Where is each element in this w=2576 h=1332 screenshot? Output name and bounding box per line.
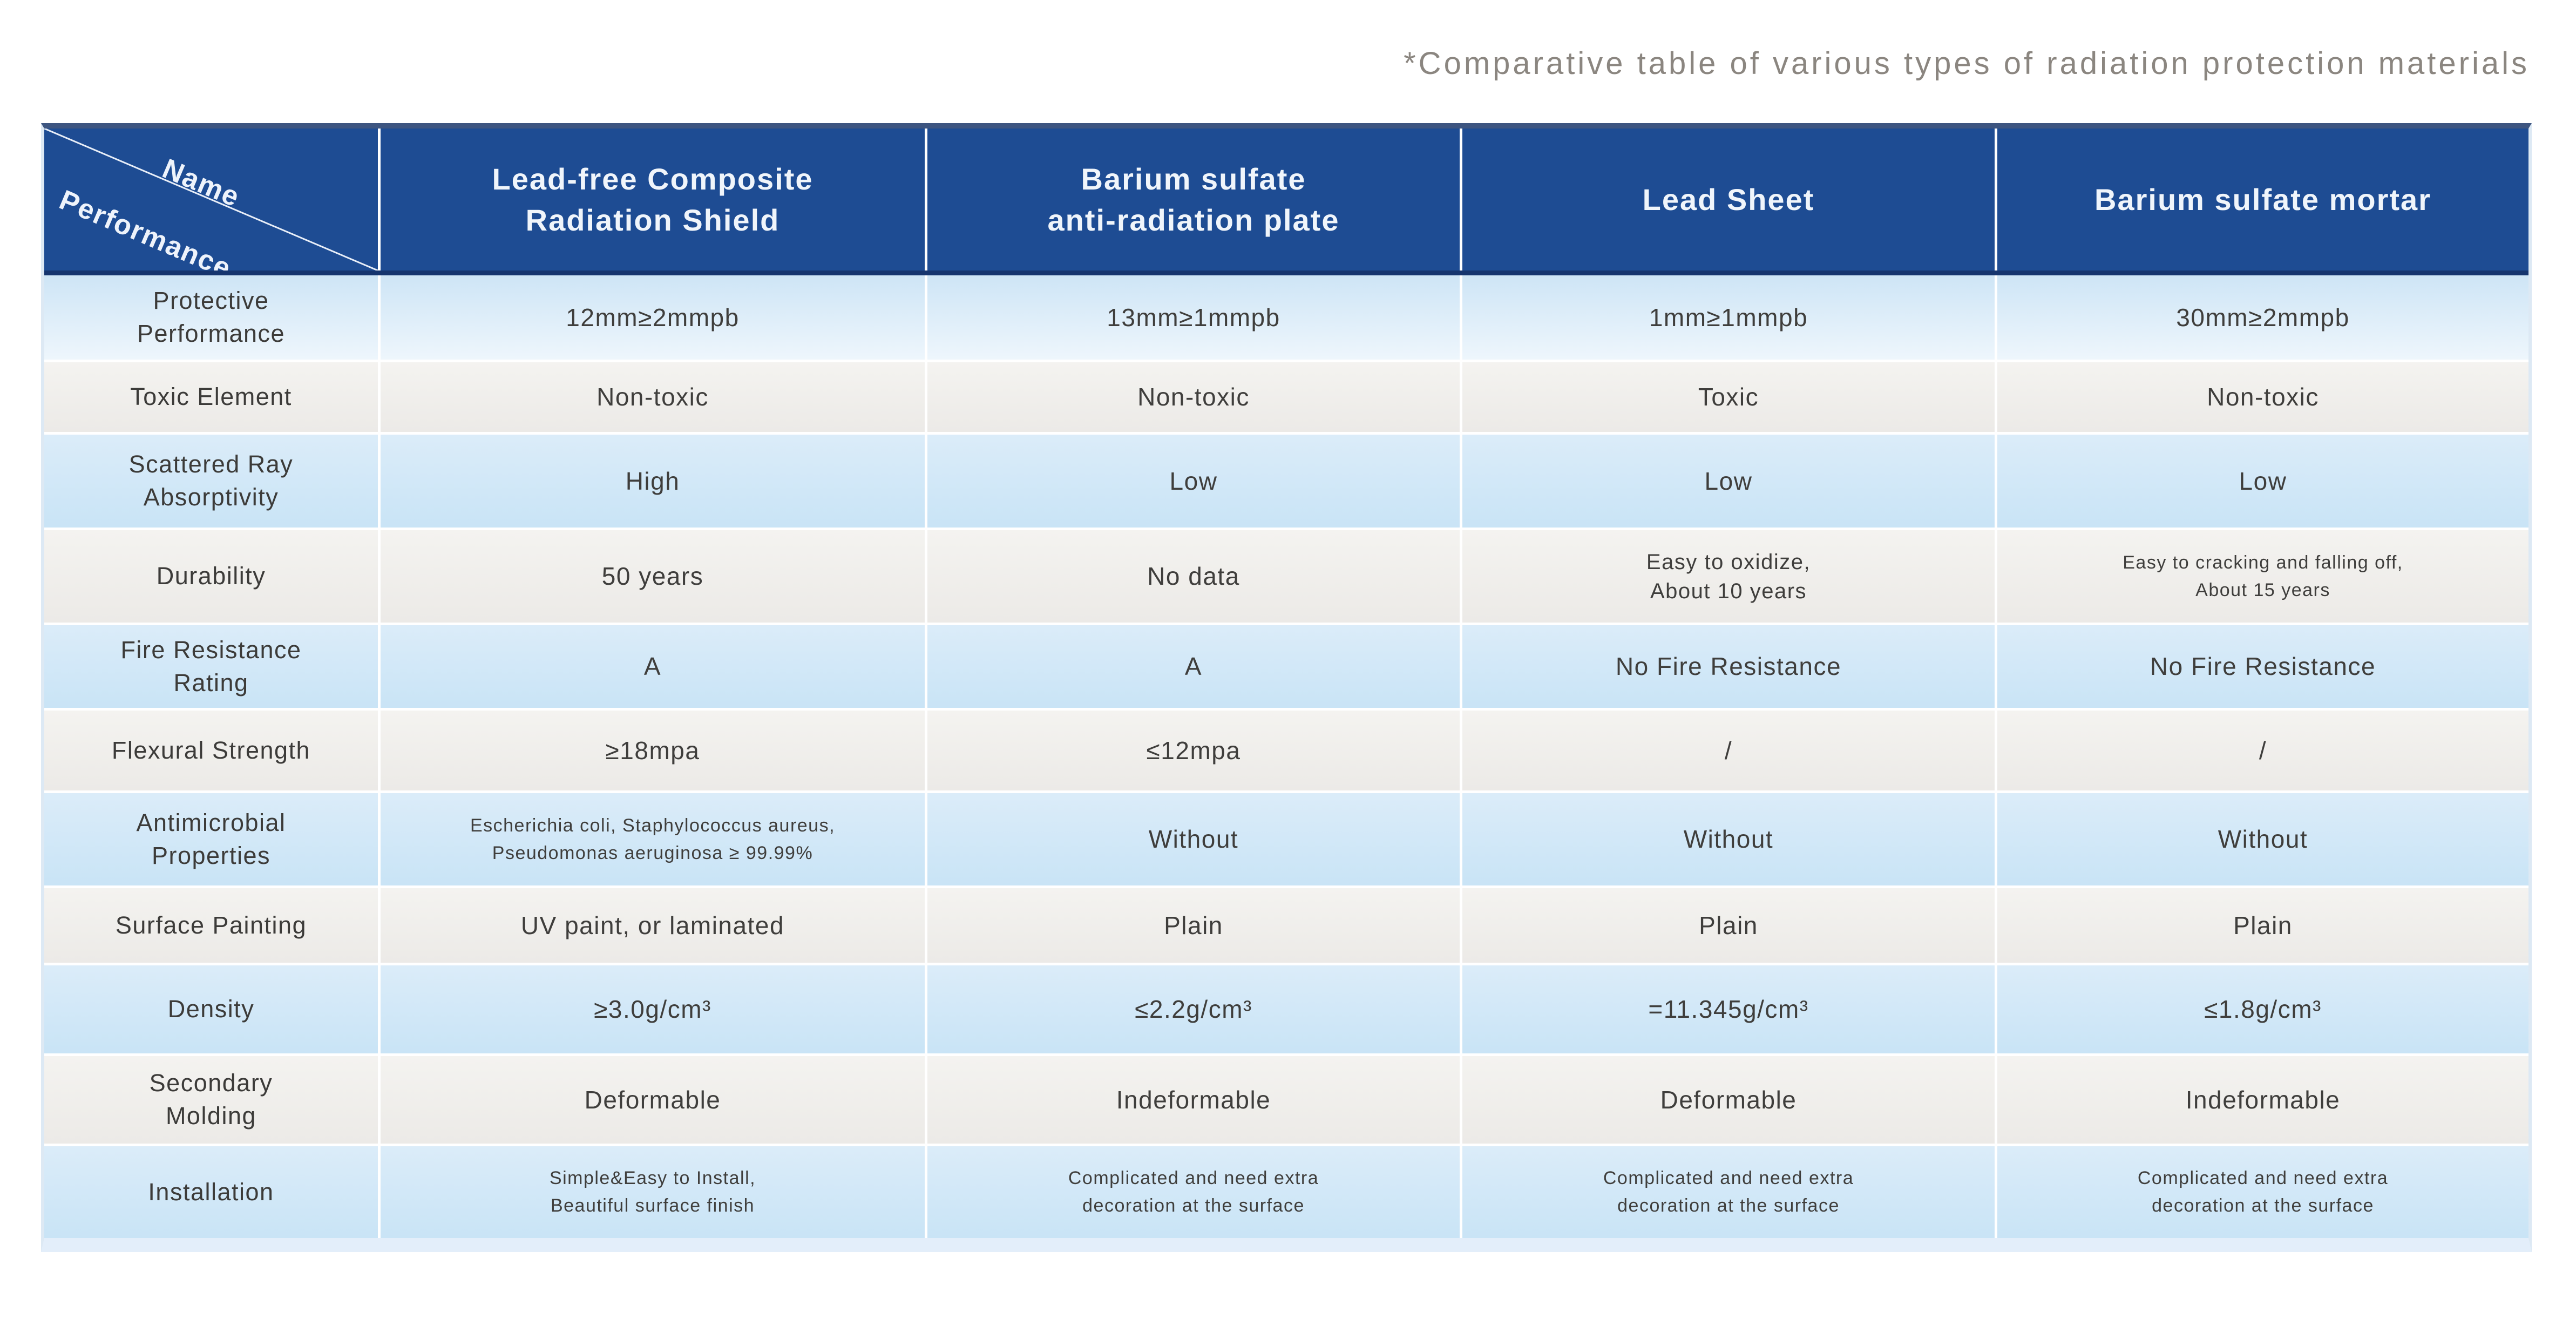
cell: Plain [927, 888, 1460, 963]
table-row: Antimicrobial Properties Escherichia coli… [44, 793, 2528, 885]
cell: A [381, 625, 925, 708]
cell: Low [927, 435, 1460, 528]
row-label: Durability [44, 530, 378, 623]
table-row: Installation Simple&Easy to Install, Beau… [44, 1146, 2528, 1238]
cell: 1mm≥1mmpb [1462, 275, 1995, 360]
cell: 13mm≥1mmpb [927, 275, 1460, 360]
row-label: Scattered Ray Absorptivity [44, 435, 378, 528]
cell: Deformable [1462, 1056, 1995, 1144]
row-label: Antimicrobial Properties [44, 793, 378, 885]
table-body: Protective Performance 12mm≥2mmpb 13mm≥1mm… [44, 275, 2528, 1238]
cell: Complicated and need extra decoration at… [927, 1146, 1460, 1238]
cell: High [381, 435, 925, 528]
table-row: Surface Painting UV paint, or laminated Pl… [44, 888, 2528, 963]
cell: No Fire Resistance [1462, 625, 1995, 708]
cell: UV paint, or laminated [381, 888, 925, 963]
cell: / [1997, 711, 2528, 790]
table-row: Density ≥3.0g/cm³ ≤2.2g/cm³ =11.345g/cm³ ≤1.… [44, 965, 2528, 1053]
cell: ≥3.0g/cm³ [381, 965, 925, 1053]
table-row: Fire Resistance Rating A A No Fire Resistan… [44, 625, 2528, 708]
cell: Easy to oxidize, About 10 years [1462, 530, 1995, 623]
column-header-lead-free-composite: Lead-free Composite Radiation Shield [381, 129, 925, 271]
table-caption: *Comparative table of various types of r… [1404, 46, 2530, 81]
cell: Non-toxic [1997, 362, 2528, 432]
cell: ≥18mpa [381, 711, 925, 790]
table-row: Secondary Molding Deformable Indeformable D… [44, 1056, 2528, 1144]
row-label: Secondary Molding [44, 1056, 378, 1144]
cell: Toxic [1462, 362, 1995, 432]
corner-cell-name-performance: Name Performance [44, 129, 378, 271]
cell: Easy to cracking and falling off, About … [1997, 530, 2528, 623]
cell: Plain [1997, 888, 2528, 963]
column-header-barium-sulfate-plate: Barium sulfate anti-radiation plate [927, 129, 1460, 271]
cell: No data [927, 530, 1460, 623]
row-label: Surface Painting [44, 888, 378, 963]
cell: 30mm≥2mmpb [1997, 275, 2528, 360]
cell: ≤2.2g/cm³ [927, 965, 1460, 1053]
column-header-lead-sheet: Lead Sheet [1462, 129, 1995, 271]
cell: 12mm≥2mmpb [381, 275, 925, 360]
table-row: Toxic Element Non-toxic Non-toxic Toxic Non-… [44, 362, 2528, 432]
table-row: Flexural Strength ≥18mpa ≤12mpa / / [44, 711, 2528, 790]
cell: Low [1997, 435, 2528, 528]
column-header-barium-sulfate-mortar: Barium sulfate mortar [1997, 129, 2528, 271]
cell: Escherichia coli, Staphylococcus aureus,… [381, 793, 925, 885]
table-row: Durability 50 years No data Easy to oxidize… [44, 530, 2528, 623]
cell: Complicated and need extra decoration at… [1462, 1146, 1995, 1238]
row-label: Density [44, 965, 378, 1053]
row-label: Fire Resistance Rating [44, 625, 378, 708]
row-label: Toxic Element [44, 362, 378, 432]
cell: / [1462, 711, 1995, 790]
cell: A [927, 625, 1460, 708]
cell: Indeformable [1997, 1056, 2528, 1144]
table-header-row: Name Performance Lead-free Composite Rad… [44, 129, 2528, 275]
cell: No Fire Resistance [1997, 625, 2528, 708]
diagonal-divider-line [44, 129, 378, 271]
cell: Simple&Easy to Install, Beautiful surfac… [381, 1146, 925, 1238]
row-label: Flexural Strength [44, 711, 378, 790]
cell: Without [1997, 793, 2528, 885]
row-label: Protective Performance [44, 275, 378, 360]
row-label: Installation [44, 1146, 378, 1238]
cell: Complicated and need extra decoration at… [1997, 1146, 2528, 1238]
cell: ≤12mpa [927, 711, 1460, 790]
cell: Without [1462, 793, 1995, 885]
cell: ≤1.8g/cm³ [1997, 965, 2528, 1053]
cell: Plain [1462, 888, 1995, 963]
cell: Deformable [381, 1056, 925, 1144]
cell: Without [927, 793, 1460, 885]
cell: Low [1462, 435, 1995, 528]
table-row: Scattered Ray Absorptivity High Low Low Low [44, 435, 2528, 528]
cell: Indeformable [927, 1056, 1460, 1144]
cell: Non-toxic [381, 362, 925, 432]
table-row: Protective Performance 12mm≥2mmpb 13mm≥1mm… [44, 275, 2528, 360]
cell: Non-toxic [927, 362, 1460, 432]
comparison-table: Name Performance Lead-free Composite Rad… [41, 123, 2532, 1252]
cell: 50 years [381, 530, 925, 623]
cell: =11.345g/cm³ [1462, 965, 1995, 1053]
